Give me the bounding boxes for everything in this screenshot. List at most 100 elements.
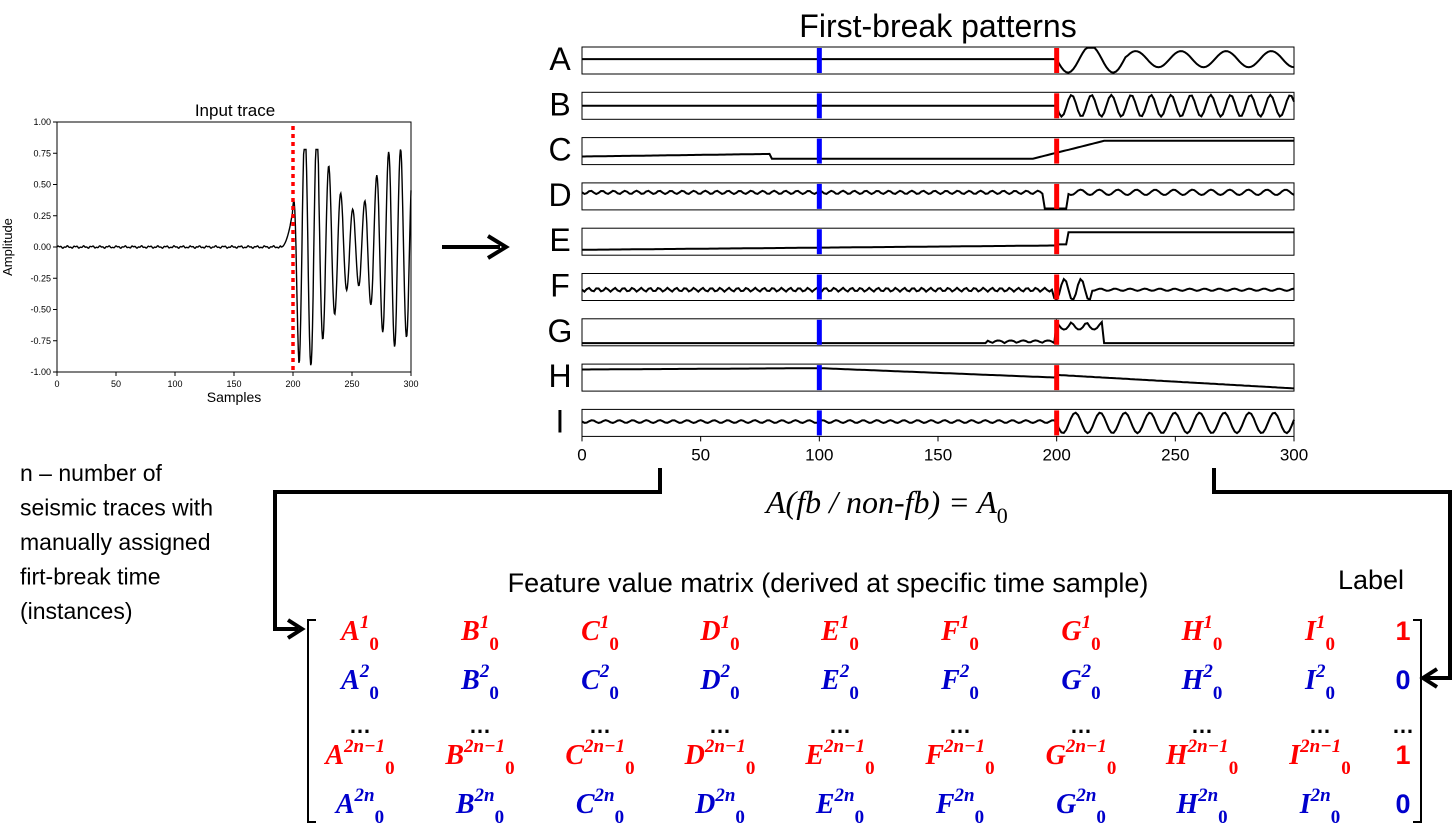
pattern-frame <box>581 137 1295 166</box>
feature-matrix: Feature value matrix (derived at specifi… <box>307 565 1422 828</box>
x-tick-label: 200 <box>285 379 300 389</box>
matrix-cell: G2n−10 <box>1046 736 1117 779</box>
arrow-to-patterns <box>442 234 510 260</box>
pattern-row-g: G <box>548 313 1295 349</box>
instances-note: n – number of seismic traces with manually… <box>20 460 213 624</box>
matrix-right-bracket <box>1413 619 1422 823</box>
pattern-trace <box>582 93 1295 119</box>
x-tick-label: 300 <box>403 379 418 389</box>
note-line: firt-break time <box>20 564 161 590</box>
y-tick-label: 1.00 <box>33 117 51 127</box>
x-tick-label: 0 <box>54 379 59 389</box>
svg-text:A(fb / non-fb) = A0: A(fb / non-fb) = A0 <box>764 484 1008 528</box>
y-tick-label: -1.00 <box>30 367 51 377</box>
matrix-label: 1 <box>1395 740 1410 770</box>
matrix-cell: A2n0 <box>334 785 384 828</box>
matrix-ellipsis: … <box>709 713 731 738</box>
pattern-frame <box>581 318 1295 347</box>
matrix-cell: H2n0 <box>1175 785 1227 828</box>
pattern-frame <box>581 273 1295 301</box>
note-line: manually assigned <box>20 529 211 555</box>
input-trace-x-ticks: 0 50 100 150 200 250 300 <box>54 372 419 389</box>
input-trace-ylabel: Amplitude <box>0 218 15 276</box>
pattern-trace <box>582 231 1294 251</box>
matrix-cell: F2n−10 <box>924 736 994 779</box>
pattern-frame <box>581 227 1295 256</box>
pattern-label: C <box>548 132 571 168</box>
label-header: Label <box>1338 565 1404 595</box>
input-trace-title: Input trace <box>195 101 275 120</box>
matrix-cell: C2n−10 <box>565 736 634 779</box>
matrix-cell: I2n0 <box>1299 785 1340 828</box>
x-tick-label: 100 <box>167 379 182 389</box>
matrix-cell: F2n0 <box>935 785 984 828</box>
matrix-cell: D2n−10 <box>684 736 756 779</box>
matrix-cell: G2n0 <box>1056 785 1106 828</box>
matrix-cell: H2n−10 <box>1165 736 1238 779</box>
patterns-title: First-break patterns <box>799 8 1076 44</box>
matrix-ellipsis: … <box>1191 713 1213 738</box>
input-trace-waveform <box>56 148 412 366</box>
matrix-cell: C2n0 <box>576 785 624 828</box>
pattern-trace <box>581 277 1295 302</box>
matrix-ellipsis: … <box>1309 713 1331 738</box>
y-tick-label: 0.00 <box>33 242 51 252</box>
matrix-ellipsis: … <box>589 713 611 738</box>
matrix-label: 0 <box>1395 665 1410 695</box>
pattern-trace <box>581 411 1295 435</box>
formula: A(fb / non-fb) = A0 <box>764 484 1008 528</box>
pattern-row-f: F <box>550 268 1295 304</box>
pattern-row-d: D <box>548 177 1295 213</box>
matrix-cell: B2n−10 <box>444 736 514 779</box>
matrix-cell: G20 <box>1061 661 1100 704</box>
matrix-cell: B10 <box>460 612 499 655</box>
matrix-row: A20 B20 C20 D20 E20 F20 G20 H20 I20 0 <box>339 661 1410 704</box>
pattern-trace <box>582 318 1294 345</box>
x-tick-label: 50 <box>691 445 710 464</box>
matrix-ellipsis: … <box>949 713 971 738</box>
note-line: (instances) <box>20 598 132 624</box>
matrix-cell: I2n−10 <box>1288 736 1351 779</box>
y-tick-label: -0.50 <box>30 305 51 315</box>
input-trace-y-ticks: 1.00 0.75 0.50 0.25 0.00 -0.25 -0.50 -0.75 -1.00 <box>30 117 57 377</box>
note-line: seismic traces with <box>20 495 213 521</box>
x-tick-label: 0 <box>577 445 586 464</box>
matrix-cell: B20 <box>460 661 499 704</box>
pattern-row-i: I <box>556 403 1295 439</box>
patterns-x-ticks: 0 50 100 150 200 250 300 <box>577 436 1308 464</box>
y-tick-label: -0.25 <box>30 273 51 283</box>
matrix-cell: C20 <box>581 661 619 704</box>
matrix-cell: C10 <box>581 612 619 655</box>
pattern-label: I <box>556 403 565 439</box>
formula-lhs: A(fb / non-fb) = A <box>764 484 997 520</box>
matrix-title: Feature value matrix (derived at specifi… <box>508 568 1149 598</box>
x-tick-label: 50 <box>111 379 121 389</box>
pattern-label: D <box>548 177 571 213</box>
pattern-row-b: B <box>549 86 1295 122</box>
pattern-label: G <box>548 313 573 349</box>
matrix-label: 1 <box>1395 616 1410 646</box>
y-tick-label: 0.75 <box>33 148 51 158</box>
x-tick-label: 200 <box>1042 445 1070 464</box>
pattern-row-a: A <box>549 41 1295 77</box>
matrix-cell: E10 <box>820 612 859 655</box>
x-tick-label: 250 <box>344 379 359 389</box>
matrix-ellipsis: … <box>469 713 491 738</box>
matrix-cell: B2n0 <box>455 785 504 828</box>
matrix-ellipsis: … <box>1070 713 1092 738</box>
note-line: n – number of <box>20 460 163 486</box>
matrix-cell: D10 <box>699 612 739 655</box>
y-tick-label: -0.75 <box>30 336 51 346</box>
y-tick-label: 0.25 <box>33 211 51 221</box>
matrix-cell: H10 <box>1181 612 1223 655</box>
pattern-row-h: H <box>548 358 1295 394</box>
pattern-row-e: E <box>549 222 1295 258</box>
pattern-label: A <box>549 41 571 77</box>
x-tick-label: 150 <box>924 445 952 464</box>
pattern-trace <box>581 188 1295 210</box>
matrix-row: A2n0 B2n0 C2n0 D2n0 E2n0 F2n0 G2n0 H2n0 I2n0 0 <box>334 785 1411 828</box>
matrix-row: A10 B10 C10 D10 E10 F10 G10 H10 I10 1 <box>339 612 1410 655</box>
pattern-trace <box>582 139 1294 160</box>
connector-left <box>273 468 662 640</box>
